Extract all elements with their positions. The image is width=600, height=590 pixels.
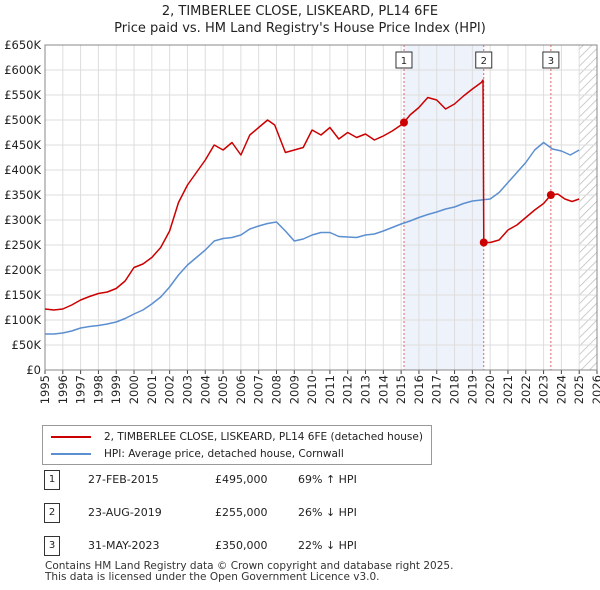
x-tick-label: 2014 <box>376 375 390 404</box>
x-tick-label: 1999 <box>109 375 123 404</box>
x-tick-label: 2013 <box>359 375 373 404</box>
y-tick-label: £350K <box>4 188 41 202</box>
legend-item-property: 2, TIMBERLEE CLOSE, LISKEARD, PL14 6FE (… <box>51 430 423 444</box>
transaction-number: 1 <box>44 470 60 490</box>
x-tick-label: 2004 <box>198 375 212 404</box>
x-tick-label: 2008 <box>269 375 283 404</box>
transaction-number: 2 <box>44 503 60 523</box>
x-tick-label: 2012 <box>341 375 355 404</box>
transaction-date: 23-AUG-2019 <box>88 506 162 519</box>
table-row: 2 23-AUG-2019 £255,000 26% ↓ HPI <box>40 503 560 523</box>
x-tick-label: 2010 <box>305 375 319 404</box>
legend-swatch-property <box>51 436 91 438</box>
x-tick-label: 2015 <box>394 375 408 404</box>
legend: 2, TIMBERLEE CLOSE, LISKEARD, PL14 6FE (… <box>42 425 432 465</box>
y-tick-label: £500K <box>4 113 41 127</box>
table-row: 1 27-FEB-2015 £495,000 69% ↑ HPI <box>40 470 560 490</box>
x-tick-label: 2006 <box>234 375 248 404</box>
y-tick-label: £650K <box>4 38 41 52</box>
annotation-box <box>395 51 413 69</box>
x-tick-label: 2005 <box>216 375 230 404</box>
transaction-hpi: 26% ↓ HPI <box>298 506 357 519</box>
legend-label-property: 2, TIMBERLEE CLOSE, LISKEARD, PL14 6FE (… <box>104 431 423 443</box>
x-tick-label: 1995 <box>38 375 52 404</box>
table-row: 3 31-MAY-2023 £350,000 22% ↓ HPI <box>40 536 560 556</box>
ownership-shade <box>403 45 484 370</box>
forecast-hatch <box>579 45 597 370</box>
x-tick-label: 1996 <box>56 375 70 404</box>
transaction-price: £255,000 <box>215 506 268 519</box>
annotation-box <box>475 51 493 69</box>
hpi-line <box>45 141 580 335</box>
x-tick-label: 2001 <box>145 375 159 404</box>
x-tick-label: 2020 <box>483 375 497 404</box>
y-tick-label: £550K <box>4 88 41 102</box>
annotation-label: 2 <box>481 56 487 67</box>
footer-line-2: This data is licensed under the Open Gov… <box>45 571 380 583</box>
y-tick-label: £200K <box>4 263 41 277</box>
transaction-number: 3 <box>44 536 60 556</box>
legend-item-hpi: HPI: Average price, detached house, Corn… <box>51 447 344 461</box>
annotation-label: 1 <box>401 56 407 67</box>
transaction-date: 31-MAY-2023 <box>88 539 160 552</box>
x-tick-label: 2002 <box>163 375 177 404</box>
x-tick-label: 2011 <box>323 375 337 404</box>
footer-line-1: Contains HM Land Registry data © Crown c… <box>45 560 454 572</box>
transaction-date: 27-FEB-2015 <box>88 473 159 486</box>
x-tick-label: 2021 <box>501 375 515 404</box>
y-tick-label: £100K <box>4 313 41 327</box>
sale-point-marker <box>399 118 408 127</box>
x-tick-label: 1998 <box>91 375 105 404</box>
x-tick-label: 2023 <box>537 375 551 404</box>
y-tick-label: £0 <box>26 363 41 377</box>
y-tick-label: £450K <box>4 138 41 152</box>
legend-swatch-hpi <box>51 453 91 455</box>
x-tick-label: 2026 <box>590 375 600 404</box>
property-price-line <box>44 79 580 311</box>
x-tick-label: 2024 <box>554 375 568 404</box>
title-line-1: 2, TIMBERLEE CLOSE, LISKEARD, PL14 6FE <box>161 4 439 19</box>
legend-label-hpi: HPI: Average price, detached house, Corn… <box>104 448 344 460</box>
x-tick-label: 2000 <box>127 375 141 404</box>
x-tick-label: 2003 <box>180 375 194 404</box>
footer: Contains HM Land Registry data © Crown c… <box>45 561 453 583</box>
x-tick-label: 2016 <box>412 375 426 404</box>
x-tick-label: 2009 <box>287 375 301 404</box>
x-tick-label: 2025 <box>572 375 586 404</box>
price-chart: £0 £50K £100K £150K £200K £250K £300K £350K £400… <box>4 38 600 404</box>
y-tick-label: £300K <box>4 213 41 227</box>
y-tick-label: £50K <box>12 338 42 352</box>
x-tick-label: 2019 <box>465 375 479 404</box>
y-tick-label: £250K <box>4 238 41 252</box>
y-tick-label: £400K <box>4 163 41 177</box>
x-tick-label: 2018 <box>448 375 462 404</box>
x-tick-label: 2022 <box>519 375 533 404</box>
plot-border <box>44 44 598 371</box>
annotation-label: 3 <box>548 56 554 67</box>
transaction-hpi: 69% ↑ HPI <box>298 473 357 486</box>
sale-point-marker <box>479 238 488 247</box>
title-line-2: Price paid vs. HM Land Registry's House … <box>114 21 486 36</box>
sale-point-marker <box>546 191 555 199</box>
y-tick-label: £150K <box>4 288 41 302</box>
x-tick-label: 1997 <box>74 375 88 404</box>
x-tick-label: 2007 <box>252 375 266 404</box>
chart-title: 2, TIMBERLEE CLOSE, LISKEARD, PL14 6FE P… <box>0 3 600 37</box>
annotation-box <box>542 51 560 69</box>
transaction-hpi: 22% ↓ HPI <box>298 539 357 552</box>
transaction-price: £350,000 <box>215 539 268 552</box>
x-tick-label: 2017 <box>430 375 444 404</box>
plot-area <box>45 45 597 370</box>
y-tick-label: £600K <box>4 63 41 77</box>
transaction-price: £495,000 <box>215 473 268 486</box>
